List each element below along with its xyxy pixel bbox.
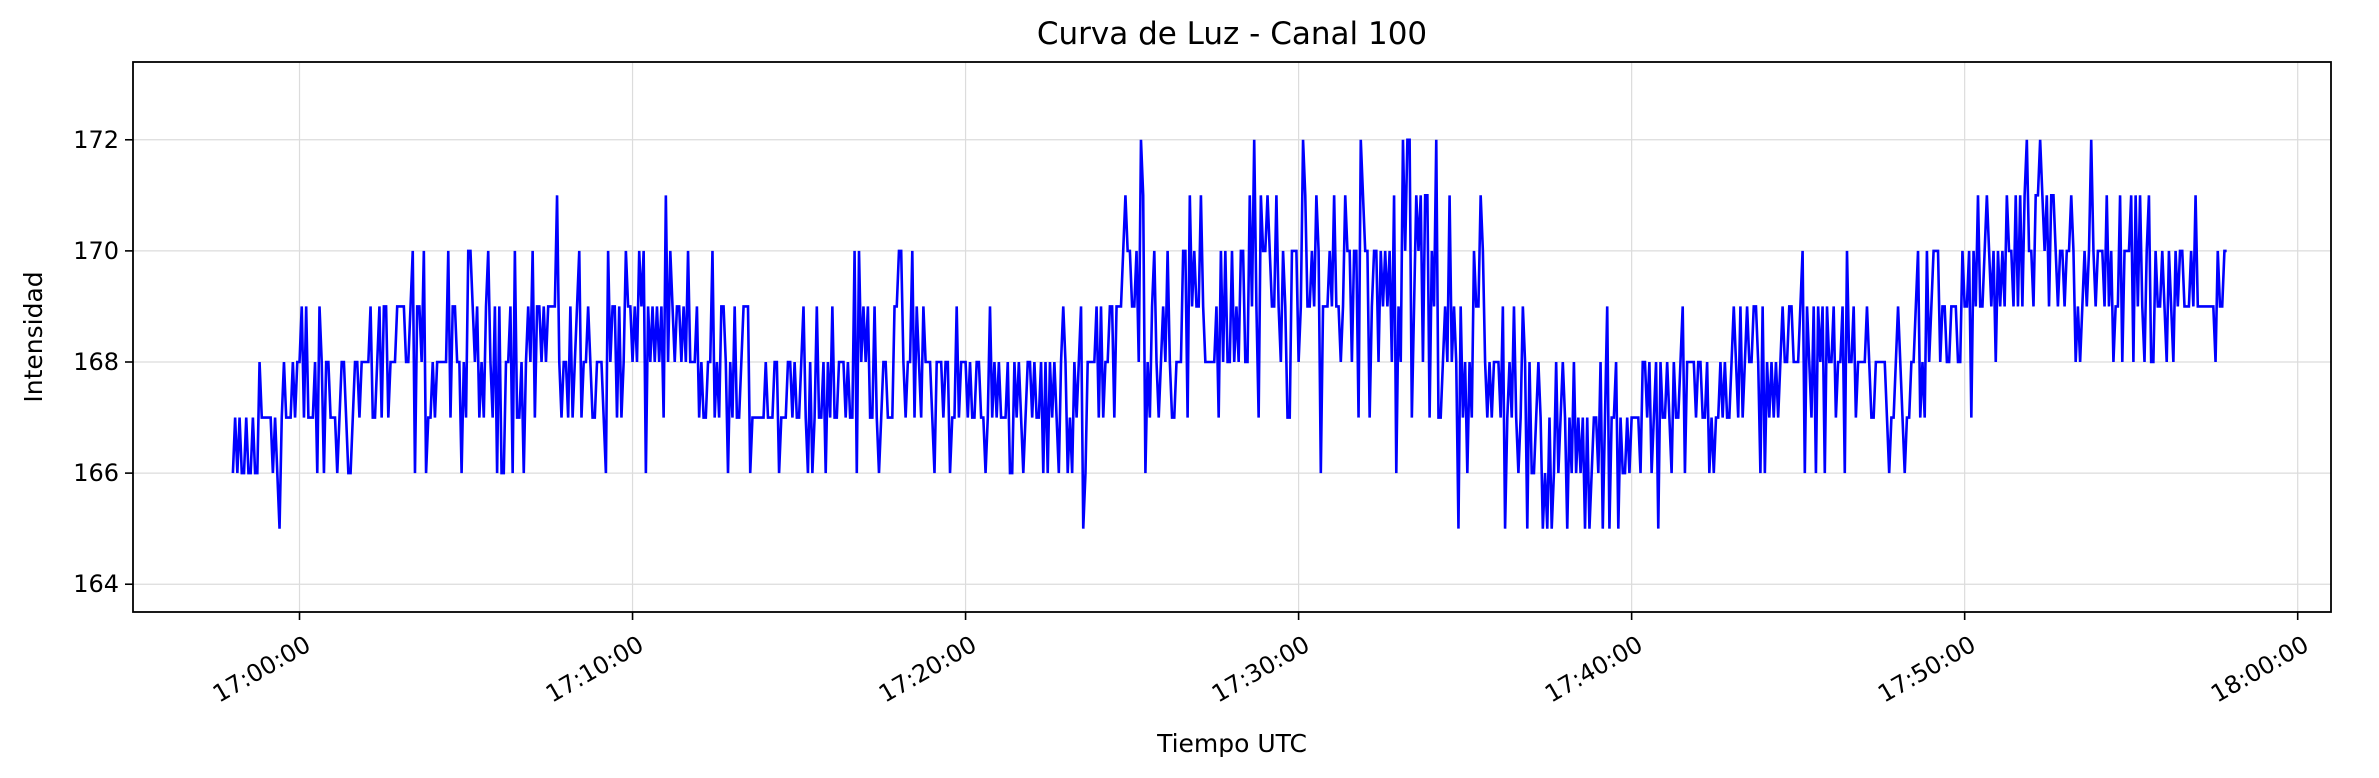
y-axis-label: Intensidad xyxy=(19,271,48,402)
y-tick-label: 168 xyxy=(73,348,119,376)
x-axis-label: Tiempo UTC xyxy=(1156,729,1307,758)
series-line xyxy=(231,138,2227,529)
series-line-group xyxy=(231,138,2227,529)
plot-frame xyxy=(132,61,2332,613)
y-tick-label: 172 xyxy=(73,126,119,154)
y-tick-label: 166 xyxy=(73,459,119,487)
y-tick-label: 164 xyxy=(73,570,119,598)
chart-title: Curva de Luz - Canal 100 xyxy=(1037,16,1427,52)
y-tick-label: 170 xyxy=(73,237,119,265)
